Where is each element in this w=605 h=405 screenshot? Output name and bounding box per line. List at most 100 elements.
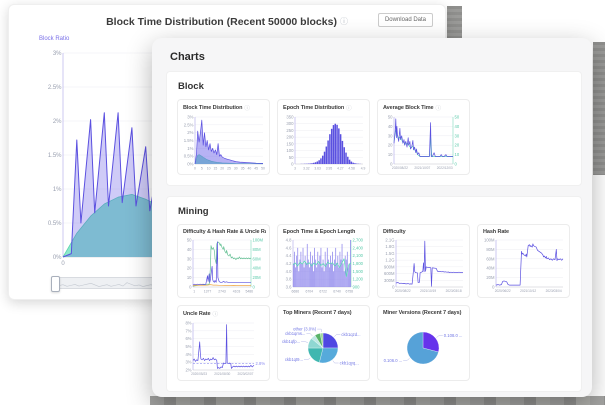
svg-text:50: 50 xyxy=(388,114,393,119)
block-section: Block Block Time Distribution ⓘ 3% 2.5% 2% 1… xyxy=(166,71,582,186)
svg-text:2.5%: 2.5% xyxy=(48,85,62,91)
svg-text:2020/08/22: 2020/08/22 xyxy=(395,289,411,293)
svg-text:0%: 0% xyxy=(53,255,62,261)
download-data-button[interactable]: Download Data xyxy=(377,13,433,27)
charts-window: Charts Block Block Time Distribution ⓘ 3%… xyxy=(152,38,592,397)
svg-text:2.1G: 2.1G xyxy=(385,237,394,242)
card-difficulty[interactable]: Difficulty 2.1G 1.8G 1.5G 1.2G 900M 600M 300M 0… xyxy=(377,224,470,298)
svg-text:2020/06/22: 2020/06/22 xyxy=(495,289,511,293)
svg-text:80M: 80M xyxy=(486,247,495,252)
info-icon[interactable]: ⓘ xyxy=(346,106,352,112)
svg-text:3: 3 xyxy=(294,166,296,170)
svg-text:6722: 6722 xyxy=(319,289,327,293)
svg-text:4.2: 4.2 xyxy=(286,261,292,266)
card-title: Epoch Time & Epoch Length xyxy=(283,229,356,235)
svg-text:other (3.0%): other (3.0%) xyxy=(293,327,317,332)
svg-text:1.5%: 1.5% xyxy=(48,153,62,159)
svg-text:15: 15 xyxy=(214,166,218,170)
svg-text:100M: 100M xyxy=(484,237,495,242)
svg-text:20: 20 xyxy=(388,143,393,148)
svg-text:40M: 40M xyxy=(486,266,495,271)
card-block-time-distribution[interactable]: Block Time Distribution ⓘ 3% 2.5% 2% 1.5% 1% 0… xyxy=(177,99,270,175)
svg-text:1,500: 1,500 xyxy=(353,269,364,274)
svg-text:2%: 2% xyxy=(53,119,62,125)
svg-text:50: 50 xyxy=(289,155,294,160)
svg-text:2021/08/30: 2021/08/30 xyxy=(214,372,230,376)
svg-text:60M: 60M xyxy=(253,256,262,261)
svg-text:4.27: 4.27 xyxy=(337,166,344,170)
svg-text:1377: 1377 xyxy=(204,289,212,293)
svg-text:2743: 2743 xyxy=(218,289,226,293)
svg-text:4.9: 4.9 xyxy=(361,166,366,170)
info-icon[interactable]: ⓘ xyxy=(339,17,348,26)
svg-text:1%: 1% xyxy=(187,146,193,151)
svg-text:2021/10/19: 2021/10/19 xyxy=(420,289,436,293)
page-title: Block Time Distribution (Recent 50000 bl… xyxy=(106,16,337,28)
svg-text:ckb1qfp...: ckb1qfp... xyxy=(282,339,300,344)
block-time-distribution-mini-chart: 3% 2.5% 2% 1.5% 1% 0.5% 0%0 5 10 15 20 25 30 35 40 45 50 xyxy=(184,115,265,171)
svg-text:5%: 5% xyxy=(185,344,191,349)
card-epoch-time-epoch-length[interactable]: Epoch Time & Epoch Length 4.8 4.6 4.4 4.2 4.… xyxy=(277,224,370,298)
svg-text:2.8%: 2.8% xyxy=(256,361,266,366)
svg-text:40M: 40M xyxy=(253,266,262,271)
svg-text:2020/05/23: 2020/05/23 xyxy=(191,372,207,376)
svg-text:2,700: 2,700 xyxy=(353,237,364,242)
card-uncle-rate[interactable]: Uncle Rate ⓘ 8% 7% 6% 5% 4% 3% 2% 2020/05/23 2021… xyxy=(177,305,270,381)
svg-text:2021/10/07: 2021/10/07 xyxy=(414,166,430,170)
card-epoch-time-distribution[interactable]: Epoch Time Distribution ⓘ 350 300 250 200 150… xyxy=(277,99,370,175)
info-icon[interactable]: ⓘ xyxy=(212,312,218,318)
svg-text:8%: 8% xyxy=(185,320,191,325)
svg-text:3.6: 3.6 xyxy=(286,284,292,289)
svg-text:6686: 6686 xyxy=(292,289,300,293)
svg-text:1: 1 xyxy=(193,289,195,293)
svg-text:4.8: 4.8 xyxy=(286,237,292,242)
svg-text:0: 0 xyxy=(291,162,294,167)
info-icon[interactable]: ⓘ xyxy=(244,106,250,112)
svg-text:20M: 20M xyxy=(486,275,495,280)
svg-text:0.108.0 ...: 0.108.0 ... xyxy=(444,333,463,338)
svg-text:2023/03/04: 2023/03/04 xyxy=(546,289,562,293)
mining-cards-grid: Difficulty & Hash Rate & Uncle Rate 50 40… xyxy=(177,224,571,381)
svg-text:350: 350 xyxy=(286,115,294,120)
svg-text:30: 30 xyxy=(187,256,192,261)
svg-text:80M: 80M xyxy=(253,247,262,252)
slider-handle[interactable] xyxy=(51,276,60,292)
svg-text:35: 35 xyxy=(241,166,245,170)
info-icon[interactable]: ⓘ xyxy=(435,106,441,112)
svg-text:50: 50 xyxy=(187,237,192,242)
svg-text:ckb1qyq...: ckb1qyq... xyxy=(340,361,359,366)
svg-text:20: 20 xyxy=(220,166,224,170)
svg-text:30: 30 xyxy=(234,166,238,170)
svg-text:2%: 2% xyxy=(187,130,193,135)
card-miner-versions[interactable]: Miner Versions (Recent 7 days) 0.108.0 .… xyxy=(377,305,470,381)
card-title: Block Time Distribution xyxy=(183,105,243,111)
svg-text:900M: 900M xyxy=(384,264,395,269)
svg-text:25: 25 xyxy=(227,166,231,170)
svg-text:10: 10 xyxy=(388,152,393,157)
svg-text:0: 0 xyxy=(455,161,458,166)
svg-text:50: 50 xyxy=(261,166,265,170)
card-average-block-time[interactable]: Average Block Time ⓘ 50 40 30 20 10 0 50 40 30 20 1… xyxy=(377,99,470,175)
svg-text:4.0: 4.0 xyxy=(286,269,292,274)
block-cards-grid: Block Time Distribution ⓘ 3% 2.5% 2% 1.5% 1% 0… xyxy=(177,99,571,175)
svg-text:2,100: 2,100 xyxy=(353,253,364,258)
svg-text:3.95: 3.95 xyxy=(326,166,333,170)
svg-text:0: 0 xyxy=(390,161,393,166)
svg-text:3.8: 3.8 xyxy=(286,277,292,282)
svg-text:4103: 4103 xyxy=(233,289,241,293)
svg-text:300: 300 xyxy=(286,121,294,126)
svg-text:5486: 5486 xyxy=(245,289,253,293)
card-hash-rate[interactable]: Hash Rate 100M 80M 60M 40M 20M 0 2020/06/22 202… xyxy=(477,224,570,298)
svg-text:0: 0 xyxy=(253,284,256,289)
card-difficulty-hashrate-unclerate[interactable]: Difficulty & Hash Rate & Uncle Rate 50 40… xyxy=(177,224,270,298)
svg-text:250: 250 xyxy=(286,128,294,133)
svg-text:4.58: 4.58 xyxy=(348,166,355,170)
card-top-miners[interactable]: Top Miners (Recent 7 days) ckb1qzd... ckb… xyxy=(277,305,370,381)
mining-section-title: Mining xyxy=(178,206,209,217)
svg-text:40: 40 xyxy=(248,166,252,170)
svg-text:1%: 1% xyxy=(53,187,62,193)
svg-text:ckb1qms...: ckb1qms... xyxy=(285,331,305,336)
